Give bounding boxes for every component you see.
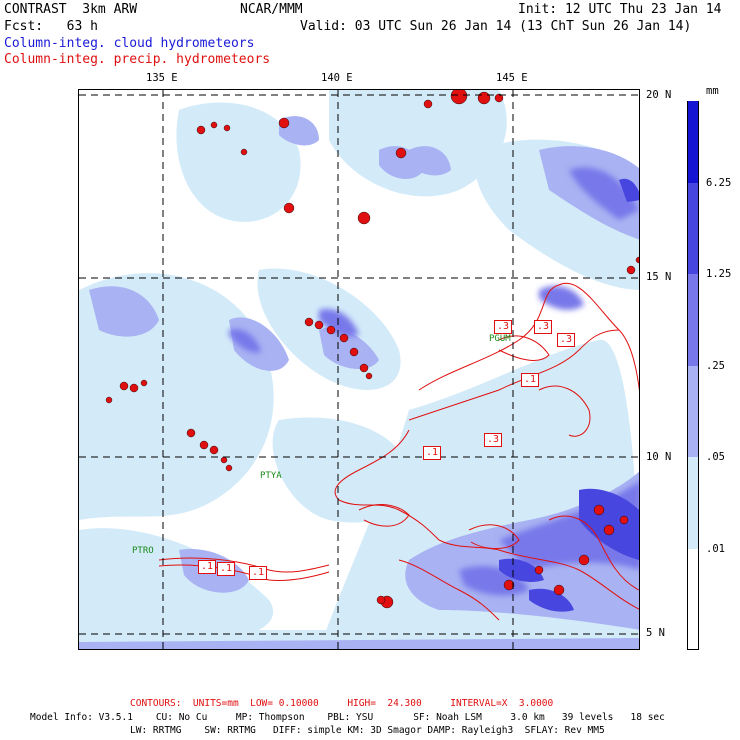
colorbar-tick: .25: [706, 360, 725, 372]
contour-label: .1: [198, 560, 217, 574]
station-label-ptya: PTYA: [260, 471, 282, 481]
init-time: Init: 12 UTC Thu 23 Jan 14: [518, 2, 722, 17]
institution-label: NCAR/MMM: [240, 2, 303, 17]
colorbar-segment: [687, 274, 699, 366]
contour-label: .3: [557, 333, 576, 347]
lon-label-145: 145 E: [496, 72, 528, 84]
colorbar-tick: .01: [706, 543, 725, 555]
model-info-line2: LW: RRTMG SW: RRTMG DIFF: simple KM: 3D …: [130, 725, 605, 736]
lon-label-135: 135 E: [146, 72, 178, 84]
colorbar-tick: 6.25: [706, 177, 732, 189]
colorbar-tick: 1.25: [706, 268, 732, 280]
model-title: CONTRAST 3km ARW: [4, 2, 138, 17]
colorbar-segment: [687, 183, 699, 274]
colorbar-tick: .05: [706, 451, 725, 463]
contour-info: CONTOURS: UNITS=mm LOW= 0.10000 HIGH= 24…: [130, 698, 554, 709]
valid-time: Valid: 03 UTC Sun 26 Jan 14 (13 ChT Sun …: [300, 19, 692, 34]
forecast-map: .1 .1 .1 .1 .3 .3 .3 .1 .3 PGUM PTYA PTR…: [78, 89, 640, 650]
legend-cloud: Column-integ. cloud hydrometeors: [4, 36, 255, 51]
colorbar-segment: [687, 101, 699, 183]
lat-label-15: 15 N: [646, 271, 672, 283]
colorbar-segment: [687, 457, 699, 549]
contour-label: .1: [249, 566, 268, 580]
contour-label: .3: [484, 433, 503, 447]
contour-label: .1: [423, 446, 442, 460]
colorbar-segment: [687, 366, 699, 457]
lat-label-20: 20 N: [646, 89, 672, 101]
lat-lon-grid: [79, 90, 639, 649]
lat-label-10: 10 N: [646, 451, 672, 463]
colorbar-segment: [687, 549, 699, 650]
station-label-ptro: PTRO: [132, 546, 154, 556]
map-field: [79, 90, 639, 649]
colorbar-unit: mm: [706, 85, 719, 97]
legend-precip: Column-integ. precip. hydrometeors: [4, 52, 271, 67]
contour-label: .3: [534, 320, 553, 334]
lon-label-140: 140 E: [321, 72, 353, 84]
precip-contours: [158, 282, 639, 621]
contour-label: .3: [494, 320, 513, 334]
contour-label: .1: [217, 562, 236, 576]
contour-label: .1: [521, 373, 540, 387]
precip-cells: [105, 90, 639, 609]
cloud-field-dense: [499, 178, 639, 612]
model-info-line1: Model Info: V3.5.1 CU: No Cu MP: Thompso…: [30, 712, 665, 723]
forecast-hour: Fcst: 63 h: [4, 19, 98, 34]
lat-label-5: 5 N: [646, 627, 665, 639]
station-label-pgum: PGUM: [489, 334, 511, 344]
